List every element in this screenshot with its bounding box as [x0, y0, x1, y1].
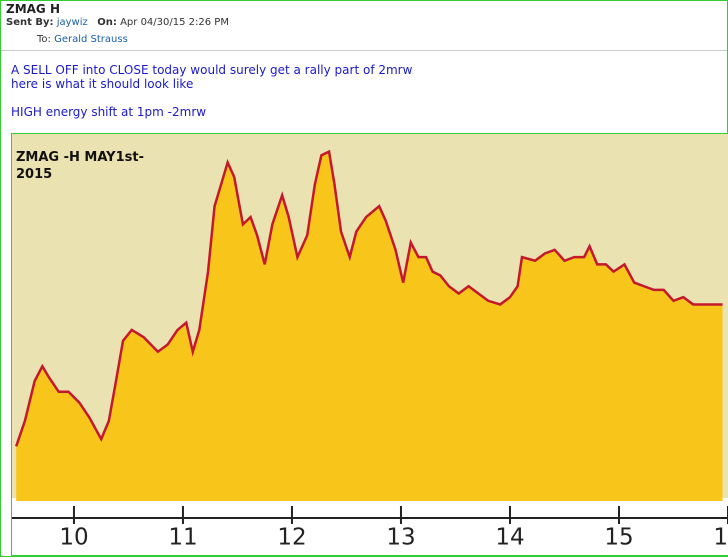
chart-image: 10 11 12 13 14 15 16 ZMAG -H MAY1st- 2015	[11, 133, 728, 556]
recipient[interactable]: Gerald Strauss	[54, 34, 128, 45]
to-row: To: Gerald Strauss	[37, 34, 128, 45]
area	[16, 151, 723, 501]
label: Sent By:	[6, 17, 54, 28]
chart-title: ZMAG -H MAY1st- 2015	[16, 150, 144, 182]
post-title: ZMAG H	[6, 2, 60, 16]
label: To:	[37, 34, 51, 45]
sent-row: Sent By: jaywiz On: Apr 04/30/15 2:26 PM	[6, 17, 229, 28]
author[interactable]: jaywiz	[56, 17, 88, 28]
axis-band	[12, 498, 728, 555]
x-tick-label: 14	[495, 525, 524, 551]
x-tick-label: 10	[59, 525, 88, 551]
x-tick-label: 13	[386, 525, 415, 551]
x-tick-label: 12	[277, 525, 306, 551]
line	[14, 149, 723, 447]
date: Apr 04/30/15 2:26 PM	[120, 17, 229, 28]
divider	[1, 50, 727, 51]
x-tick-label: 16	[713, 525, 728, 551]
chart: 10 11 12 13 14 15 16	[12, 134, 728, 555]
message-line: HIGH energy shift at 1pm -2mrw	[11, 105, 207, 119]
label: On:	[97, 17, 117, 28]
x-tick-label: 15	[604, 525, 633, 551]
message-line: here is what it should look like	[11, 77, 194, 91]
x-tick-label: 11	[168, 525, 197, 551]
message-line: A SELL OFF into CLOSE today would surely…	[11, 63, 413, 77]
